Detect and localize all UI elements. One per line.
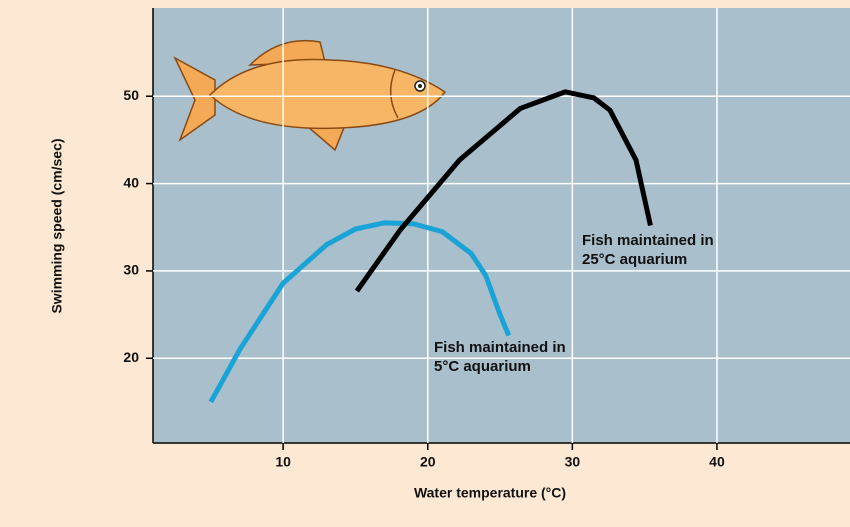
annotation: Fish maintained in <box>434 339 566 356</box>
series-line <box>354 89 653 293</box>
y-tick-label: 30 <box>123 262 139 278</box>
y-tick-label: 40 <box>123 174 139 190</box>
y-tick-label: 50 <box>123 87 139 103</box>
x-tick-label: 30 <box>565 454 581 470</box>
annotation: 25°C aquarium <box>582 251 687 268</box>
annotation: 5°C aquarium <box>434 358 531 375</box>
x-tick-label: 10 <box>275 454 291 470</box>
y-axis-label: Swimming speed (cm/sec) <box>49 138 65 313</box>
series-line <box>208 220 512 404</box>
annotation: Fish maintained in <box>582 232 714 249</box>
x-tick-label: 40 <box>709 454 725 470</box>
x-axis-label: Water temperature (°C) <box>414 485 566 501</box>
fish-illustration <box>173 39 447 152</box>
y-tick-label: 20 <box>123 349 139 365</box>
x-tick-label: 20 <box>420 454 436 470</box>
